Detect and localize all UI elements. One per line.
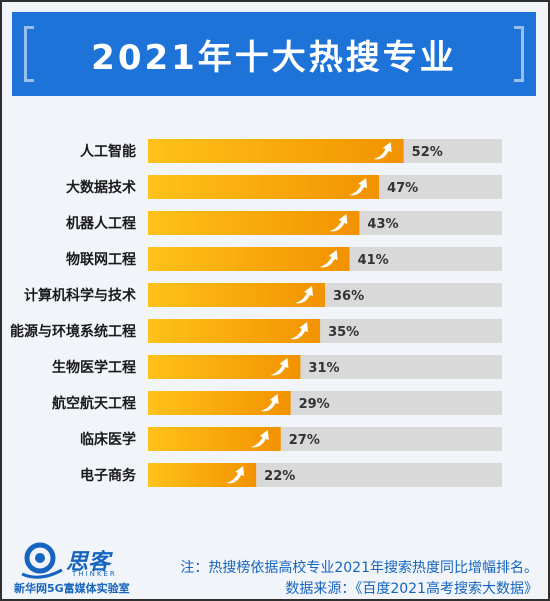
bar <box>148 139 404 163</box>
trend-up-arrow-icon <box>295 286 313 304</box>
chart-title: 2021年十大热搜专业 <box>91 37 457 78</box>
bar <box>148 211 360 235</box>
trend-up-arrow-icon <box>329 214 348 232</box>
trend-up-arrow-icon <box>270 358 289 376</box>
value-label: 22% <box>264 469 295 484</box>
trend-up-arrow-icon <box>349 178 368 196</box>
value-label: 43% <box>367 217 398 232</box>
bar <box>148 319 321 343</box>
category-label: 电子商务 <box>80 467 137 484</box>
bar <box>148 175 380 199</box>
category-label: 人工智能 <box>80 143 136 160</box>
title-banner: 2021年十大热搜专业 <box>12 12 536 96</box>
category-label: 能源与环境系统工程 <box>10 323 136 340</box>
trend-up-arrow-icon <box>250 430 269 448</box>
trend-up-arrow-icon <box>373 142 392 160</box>
category-label: 计算机科学与技术 <box>24 287 136 304</box>
bar <box>148 247 350 271</box>
value-label: 52% <box>412 145 443 160</box>
value-label: 27% <box>289 433 320 448</box>
logo-name: 思客 <box>66 549 111 575</box>
bar <box>148 391 291 415</box>
category-label: 临床医学 <box>80 431 136 448</box>
title-bracket-left <box>24 26 34 82</box>
logo-sub: THINKER <box>72 570 117 578</box>
data-source: 数据来源：《百度2021高考搜索大数据》 <box>285 581 538 597</box>
category-label: 航空航天工程 <box>52 395 136 412</box>
trend-up-arrow-icon <box>319 250 338 268</box>
thinker-logo: 思客 THINKER 新华网5G富媒体实验室 <box>14 540 154 596</box>
category-label: 物联网工程 <box>66 251 136 268</box>
value-label: 35% <box>328 325 359 340</box>
value-label: 41% <box>358 253 389 268</box>
value-label: 31% <box>308 361 339 376</box>
bar <box>148 283 325 307</box>
trend-up-arrow-icon <box>260 394 279 412</box>
bar <box>148 427 281 451</box>
title-bracket-right <box>514 26 524 82</box>
category-label: 机器人工程 <box>66 215 136 232</box>
footnote: 注：热搜榜依据高校专业2021年搜索热度同比增幅排名。 <box>180 560 538 576</box>
category-label: 大数据技术 <box>66 179 136 196</box>
value-label: 47% <box>387 181 418 196</box>
trend-up-arrow-icon <box>226 466 245 484</box>
value-label: 29% <box>299 397 330 412</box>
logo-org: 新华网5G富媒体实验室 <box>14 582 130 595</box>
trend-up-arrow-icon <box>290 322 309 340</box>
bar <box>148 355 301 379</box>
logo-swirl-icon <box>21 542 63 579</box>
value-label: 36% <box>333 289 364 304</box>
category-label: 生物医学工程 <box>52 359 136 376</box>
